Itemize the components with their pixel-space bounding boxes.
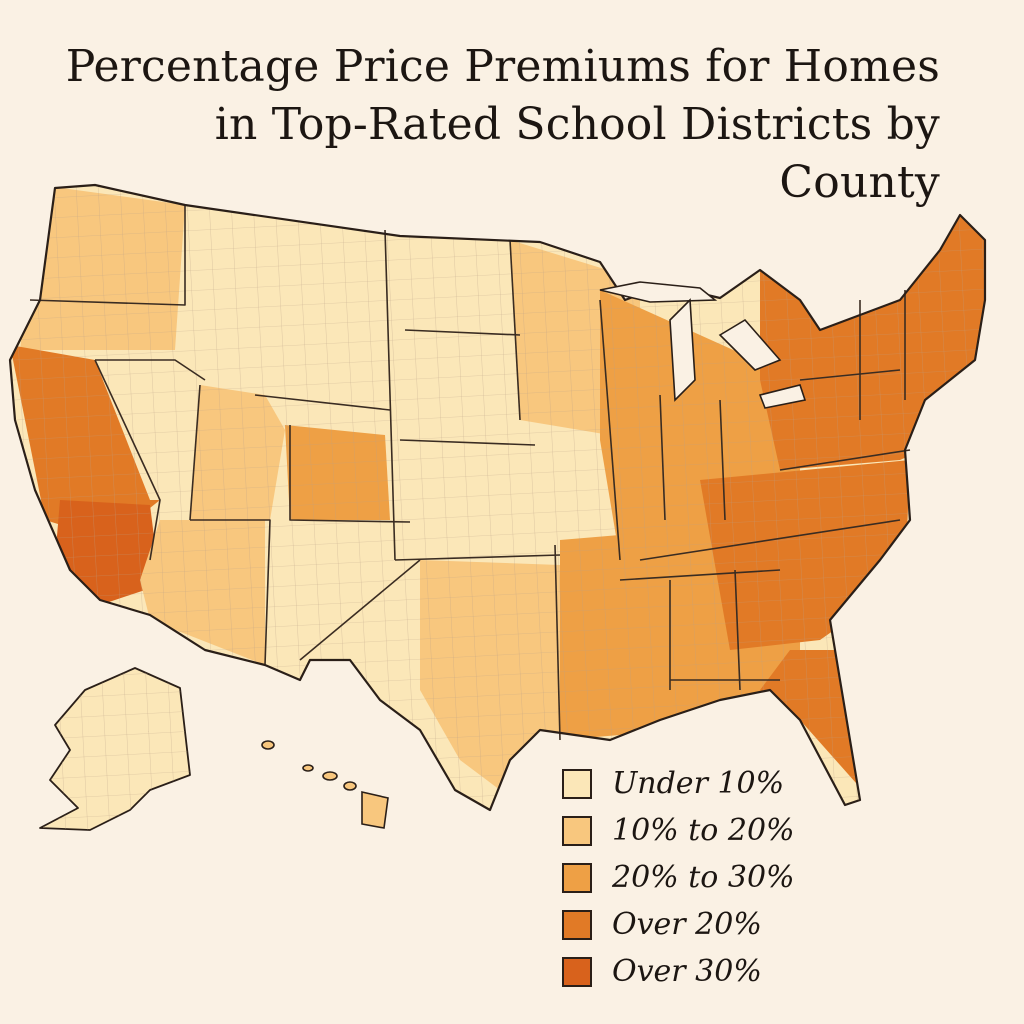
legend-item: Over 30% bbox=[562, 948, 862, 995]
state-borders bbox=[29, 205, 911, 741]
alaska-county-lines bbox=[40, 668, 190, 830]
legend-item: Under 10% bbox=[562, 760, 862, 807]
legend-label: Under 10% bbox=[612, 766, 785, 801]
title-line-1: Percentage Price Premiums for Homes bbox=[65, 41, 940, 92]
legend: Under 10% 10% to 20% 20% to 30% Over 20%… bbox=[562, 760, 862, 995]
legend-label: 20% to 30% bbox=[612, 860, 795, 895]
legend-swatch bbox=[562, 956, 592, 987]
legend-label: Over 30% bbox=[612, 954, 762, 989]
hawaii bbox=[261, 740, 389, 829]
title-line-2: in Top-Rated School Districts by County bbox=[214, 99, 940, 208]
legend-swatch bbox=[562, 909, 592, 940]
legend-item: 10% to 20% bbox=[562, 807, 862, 854]
legend-swatch bbox=[562, 862, 592, 893]
legend-swatch bbox=[562, 815, 592, 846]
legend-item: Over 20% bbox=[562, 901, 862, 948]
great-lakes bbox=[599, 281, 807, 409]
us-mainland-outline bbox=[8, 183, 987, 812]
legend-label: 10% to 20% bbox=[612, 813, 795, 848]
legend-label: Over 20% bbox=[612, 907, 762, 942]
legend-swatch bbox=[562, 768, 592, 799]
map-title: Percentage Price Premiums for Homes in T… bbox=[60, 38, 990, 212]
legend-item: 20% to 30% bbox=[562, 854, 862, 901]
